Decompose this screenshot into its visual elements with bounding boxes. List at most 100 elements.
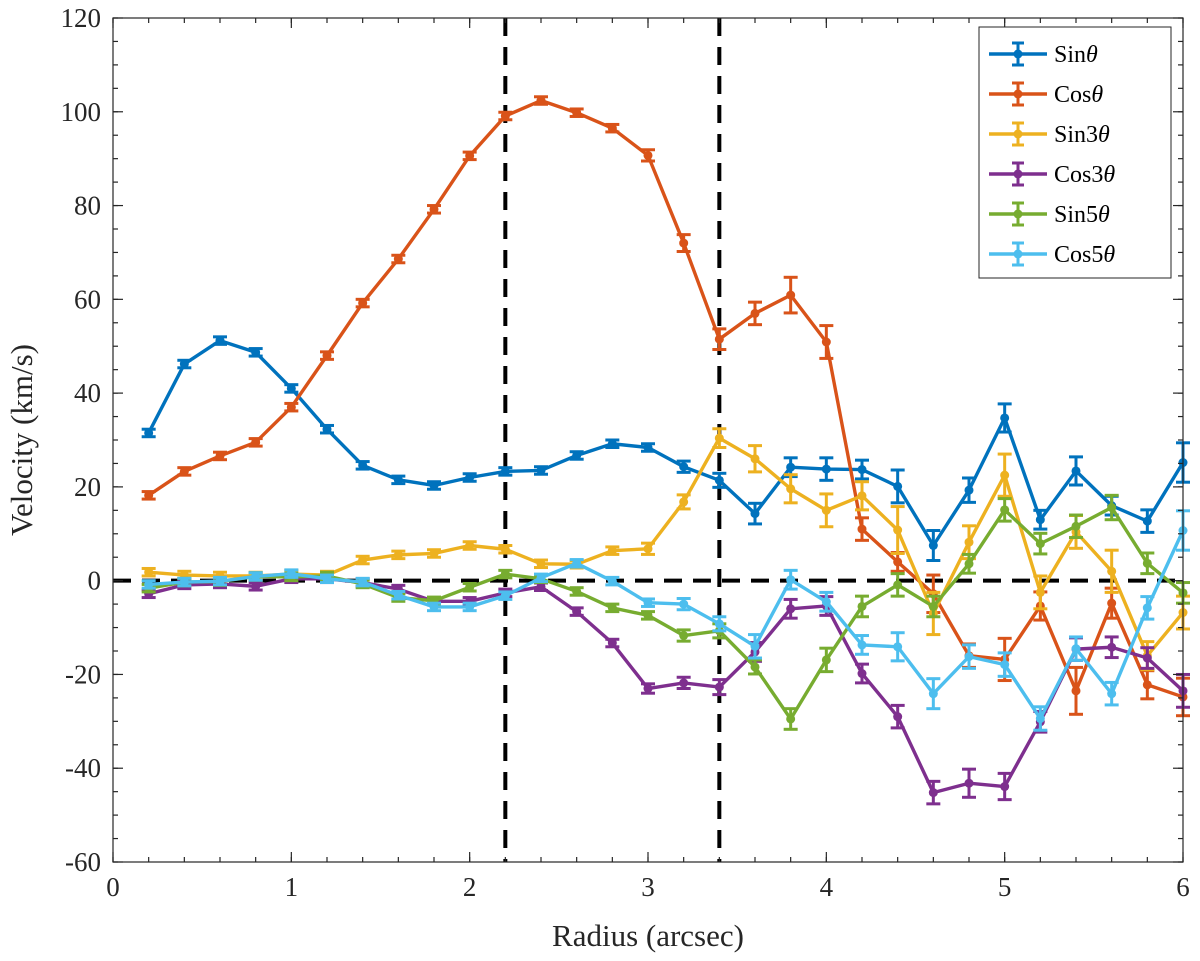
y-tick-label: -40 [65, 753, 101, 783]
data-point [215, 336, 225, 346]
data-point [607, 123, 617, 133]
legend-item-cos5: Cos5θ [989, 241, 1115, 268]
data-point [786, 604, 796, 614]
data-point [964, 778, 974, 788]
data-point [1107, 598, 1117, 608]
x-tick-label: 4 [820, 872, 834, 902]
data-point [1142, 603, 1152, 613]
data-point [679, 631, 689, 641]
legend-item-cos: Cosθ [989, 81, 1103, 108]
data-point [1142, 680, 1152, 690]
y-tick-label: 20 [74, 472, 101, 502]
data-point [1035, 587, 1045, 597]
data-point [1000, 470, 1010, 480]
data-point [857, 601, 867, 611]
series-line-cos5 [148, 529, 1185, 721]
data-point [322, 351, 332, 361]
data-point [893, 642, 903, 652]
data-point [536, 96, 546, 106]
data-point [679, 462, 689, 472]
series-layer [141, 95, 1190, 806]
series-cos5 [141, 509, 1190, 732]
legend-label: Cos5θ [1054, 242, 1115, 268]
data-point [572, 607, 582, 617]
y-tick-label: 60 [74, 284, 101, 314]
x-tick-label: 2 [463, 872, 477, 902]
data-point [679, 678, 689, 688]
legend-label: Sin5θ [1054, 202, 1110, 228]
data-point [1142, 516, 1152, 526]
data-point [1107, 689, 1117, 699]
data-point [251, 347, 261, 357]
legend-marker [1013, 129, 1023, 139]
data-point [714, 682, 724, 692]
data-point [1000, 505, 1010, 515]
data-point [857, 491, 867, 501]
x-tick-label: 6 [1176, 872, 1190, 902]
legend-item-sin3: Sin3θ [989, 121, 1110, 148]
data-point [857, 465, 867, 475]
data-point [786, 290, 796, 300]
data-point [607, 638, 617, 648]
data-point [286, 383, 296, 393]
data-point [358, 555, 368, 565]
y-axis-label: Velocity (km/s) [4, 344, 39, 536]
y-tick-labels: -60 -40 -20 0 20 40 60 80 100 120 [61, 3, 102, 877]
data-point [322, 424, 332, 434]
data-point [465, 602, 475, 612]
data-point [786, 462, 796, 472]
series-line-sin [147, 338, 1185, 548]
data-point [215, 451, 225, 461]
data-point [607, 603, 617, 613]
data-point [572, 108, 582, 118]
data-point [928, 541, 938, 550]
data-point [750, 641, 760, 651]
x-tick-label: 3 [641, 872, 655, 902]
legend-marker [1013, 249, 1023, 259]
data-point [1071, 466, 1081, 476]
data-point [750, 308, 760, 318]
data-point [500, 569, 510, 579]
data-point [679, 599, 689, 609]
data-point [322, 574, 332, 584]
legend-marker [1013, 49, 1023, 59]
legend-label: Cos3θ [1054, 162, 1115, 188]
x-tick-labels: 0 1 2 3 4 5 6 [106, 872, 1190, 902]
legend-label: Sin3θ [1054, 122, 1110, 148]
data-point [679, 497, 689, 507]
y-tick-label: 40 [74, 378, 101, 408]
y-tick-label: 80 [74, 191, 101, 221]
data-point [643, 544, 653, 554]
data-point [144, 428, 154, 438]
data-point [536, 582, 546, 592]
data-point [607, 576, 617, 586]
data-point [857, 669, 867, 679]
data-point [500, 544, 510, 554]
data-point [928, 601, 938, 611]
data-point [144, 567, 154, 577]
data-point [358, 298, 368, 308]
y-tick-label: -20 [65, 659, 101, 689]
legend-box [978, 26, 1172, 279]
data-point [429, 480, 439, 490]
data-point [144, 579, 154, 589]
data-point [536, 559, 546, 569]
series-line-cos [147, 98, 1184, 699]
data-point [643, 610, 653, 620]
data-point [1142, 558, 1152, 568]
data-point [857, 640, 867, 650]
data-point [1107, 503, 1117, 513]
x-tick-label: 1 [285, 872, 299, 902]
x-tick-label: 5 [998, 872, 1012, 902]
data-point [286, 569, 296, 579]
data-point [821, 597, 831, 607]
legend-label: Cosθ [1054, 82, 1103, 108]
data-point [465, 151, 475, 161]
data-point [358, 460, 368, 470]
tick-marks [112, 17, 1184, 863]
data-point [1000, 782, 1010, 792]
data-point [429, 548, 439, 558]
data-point [893, 580, 903, 590]
data-point [714, 334, 724, 344]
legend: Sinθ Cosθ Sin3θ Cos3θ Sin5θ Cos5θ [978, 26, 1172, 279]
